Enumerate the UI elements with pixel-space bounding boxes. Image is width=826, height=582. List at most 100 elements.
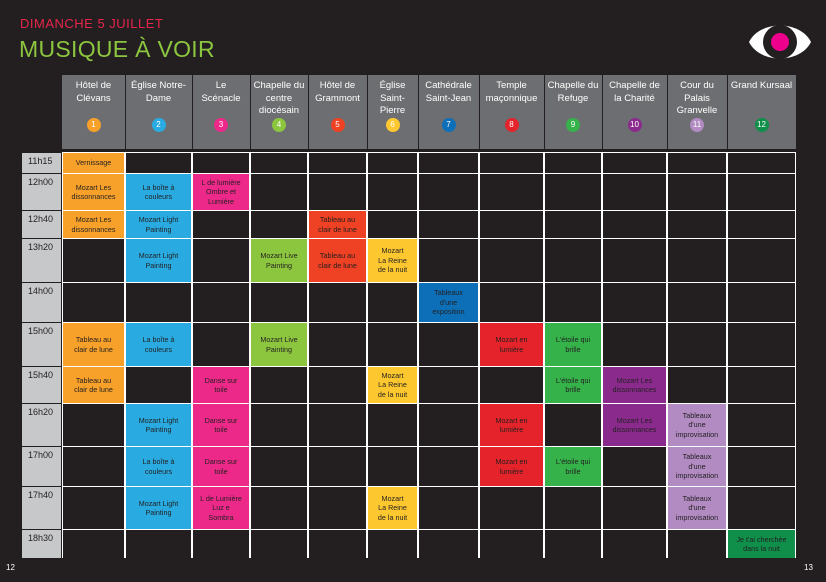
event-block[interactable]: Mozart Live Painting [251, 239, 307, 282]
schedule-cell [419, 153, 478, 173]
event-title: Tableaux d'une exposition [432, 288, 464, 317]
venue-label: Chapelle du Refuge [547, 80, 599, 104]
event-block[interactable]: Mozart Light Painting [126, 239, 191, 282]
venue-number-badge: 9 [566, 118, 580, 132]
page-number-right: 13 [804, 563, 813, 572]
event-block[interactable]: Mozart en lumière [480, 404, 543, 446]
event-block[interactable]: Tableaux d'une improvisation [668, 404, 726, 446]
venue-divider [192, 75, 193, 149]
event-title-line: clair de lune [318, 224, 357, 234]
schedule-cell [251, 211, 307, 238]
event-block[interactable]: Tableaux d'une improvisation [668, 487, 726, 529]
schedule-cell [251, 174, 307, 210]
event-block[interactable]: L'étoile qui brille [545, 323, 601, 366]
event-title-line: couleurs [144, 466, 173, 476]
event-block[interactable]: Mozart Light Painting [126, 487, 191, 529]
event-title-line: de la nuit [377, 389, 408, 399]
event-block[interactable]: Mozart Les dissonnances [603, 367, 666, 403]
venue-number-badge: 12 [754, 118, 769, 132]
event-block[interactable]: Mozart en lumière [480, 447, 543, 486]
venue-divider [367, 75, 368, 149]
event-block[interactable]: Tableau au clair de lune [63, 323, 124, 366]
time-slot-label: 12h00 [22, 174, 61, 210]
event-block[interactable]: L de lumière Ombre et Lumière [193, 174, 249, 210]
event-title-line: brille [565, 344, 581, 354]
event-title-line: Mozart Light [138, 415, 179, 425]
schedule-cell [368, 153, 417, 173]
event-block[interactable]: La boîte à couleurs [126, 174, 191, 210]
schedule-cell [668, 367, 726, 403]
event-block[interactable]: Danse sur toile [193, 404, 249, 446]
event-block[interactable]: Mozart en lumière [480, 323, 543, 366]
venue-label: Église Saint-Pierre [379, 80, 406, 116]
date-heading: DIMANCHE 5 JUILLET [20, 16, 164, 31]
event-block[interactable]: L de Lumière Luz e Sombra [193, 487, 249, 529]
event-title-line: Mozart Light [138, 498, 179, 508]
event-title-line: Mozart en [495, 335, 528, 344]
venue-number-badge: 8 [504, 118, 519, 132]
event-block[interactable]: Danse sur toile [193, 447, 249, 486]
event-title-line: Sombra [208, 512, 234, 522]
venue-label: Le Scénacle [201, 80, 241, 104]
event-block[interactable]: Mozart La Reine de la nuit [368, 239, 417, 282]
event-title-line: Danse sur [204, 375, 238, 385]
venue-label: Temple maçonnique [485, 80, 538, 104]
time-slot-label: 15h40 [22, 367, 61, 403]
event-title-line: improvisation [675, 471, 719, 481]
event-block[interactable]: Je t'ai cherchée dans la nuit [728, 530, 795, 558]
event-block[interactable]: Vernissage [63, 153, 124, 173]
event-block[interactable]: Mozart Les dissonnances [63, 211, 124, 238]
event-title: La boîte à couleurs [143, 183, 175, 202]
event-block[interactable]: Mozart Light Painting [126, 404, 191, 446]
venue-number-badge: 2 [151, 118, 166, 132]
event-block[interactable]: Mozart Light Painting [126, 211, 191, 238]
event-block[interactable]: La boîte à couleurs [126, 323, 191, 366]
event-title: Mozart La Reine de la nuit [378, 494, 407, 523]
event-title-line: toile [214, 425, 228, 434]
event-block[interactable]: Tableaux d'une exposition [419, 283, 478, 322]
schedule-cell [668, 530, 726, 558]
schedule-cell [603, 283, 666, 322]
schedule-cell [480, 367, 543, 403]
venue-number-badge: 6 [385, 118, 400, 132]
schedule-cell [368, 530, 417, 558]
event-block[interactable]: Tableau au clair de lune [309, 239, 366, 282]
schedule-cell [668, 174, 726, 210]
page-title: MUSIQUE À VOIR [19, 36, 215, 62]
event-block[interactable]: La boîte à couleurs [126, 447, 191, 486]
schedule-cell [480, 239, 543, 282]
event-block[interactable]: Tableau au clair de lune [309, 211, 366, 238]
event-block[interactable]: Mozart Les dissonnances [63, 174, 124, 210]
event-title-line: L de lumière [201, 177, 241, 187]
event-title-line: lumière [499, 344, 524, 354]
event-block[interactable]: Danse sur toile [193, 367, 249, 403]
schedule-cell [309, 530, 366, 558]
event-block[interactable]: Mozart La Reine de la nuit [368, 367, 417, 403]
event-block[interactable]: L'étoile qui brille [545, 447, 601, 486]
event-title: Mozart Les dissonnances [613, 416, 657, 435]
event-title: Mozart en lumière [496, 457, 528, 476]
event-title-line: La boîte à [142, 457, 175, 466]
schedule-cell [419, 367, 478, 403]
schedule-cell [603, 153, 666, 173]
schedule-cell [193, 211, 249, 238]
schedule-cell [63, 404, 124, 446]
event-block[interactable]: Mozart Live Painting [251, 323, 307, 366]
schedule-cell [728, 283, 795, 322]
event-title-line: toile [214, 466, 228, 476]
schedule-cell [728, 323, 795, 366]
venue-label: Grand Kursaal [730, 80, 793, 91]
event-block[interactable]: Tableau au clair de lune [63, 367, 124, 403]
event-title-line: dissonnances [612, 385, 657, 394]
event-title-line: Tableaux [434, 288, 463, 298]
venue-number-badge: 11 [690, 118, 704, 132]
event-block[interactable]: Mozart Les dissonnances [603, 404, 666, 446]
event-block[interactable]: L'étoile qui brille [545, 367, 601, 403]
event-block[interactable]: Mozart La Reine de la nuit [368, 487, 417, 529]
venue-divider [250, 75, 251, 149]
event-title: Mozart Les dissonnances [613, 376, 657, 395]
venue-label: Hôtel de Clévans [75, 80, 112, 104]
event-title-line: d'une [688, 461, 706, 471]
schedule-cell [251, 530, 307, 558]
event-block[interactable]: Tableaux d'une improvisation [668, 447, 726, 486]
